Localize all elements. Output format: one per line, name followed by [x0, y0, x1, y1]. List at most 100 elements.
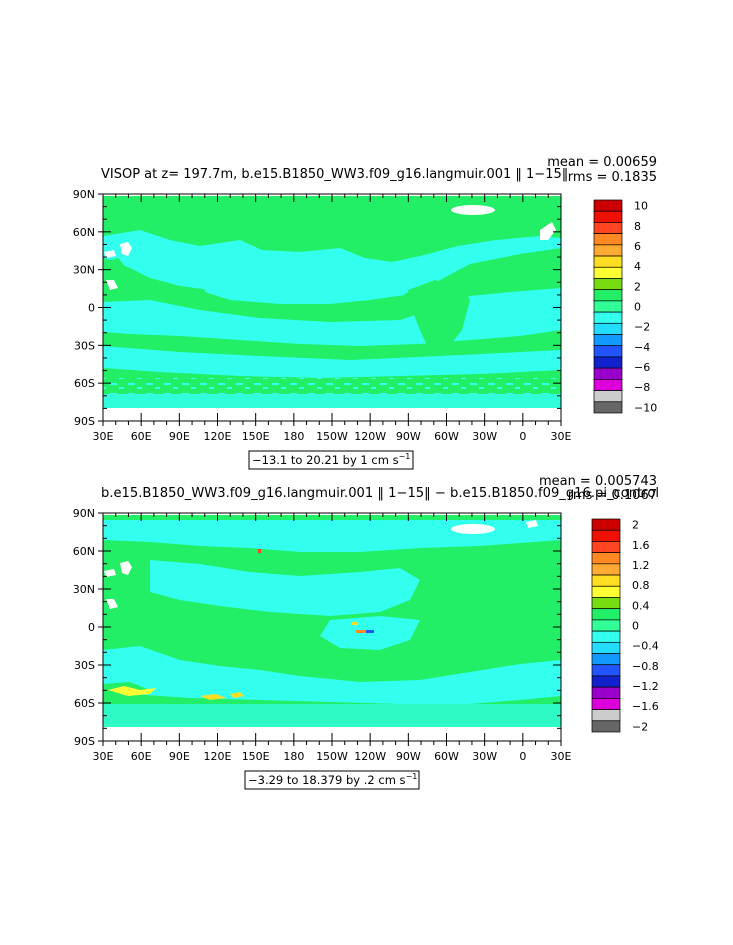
colorbar-swatch	[591, 585, 621, 598]
colorbar-label: −0.4	[632, 640, 659, 653]
x-tick-label: 150E	[242, 430, 270, 443]
colorbar-label: −2	[634, 321, 650, 334]
panel-2-axes: 30E 60E 90E 120E 150E 180 150W 120W 90W 60W 30W 0 30…	[73, 507, 572, 763]
x-tick-label: 180	[283, 430, 304, 443]
colorbar-swatch	[591, 518, 621, 531]
colorbar-label: 0	[634, 301, 641, 314]
colorbar-swatch	[591, 597, 621, 610]
colorbar-swatch	[593, 322, 623, 335]
colorbar-swatch	[593, 289, 623, 302]
panel-1-range-box: −13.1 to 20.21 by 1 cm s−1	[248, 450, 414, 470]
x-tick-label: 90W	[396, 430, 421, 443]
colorbar-swatch	[591, 641, 621, 654]
colorbar-swatch	[591, 608, 621, 621]
x-tick-label: 30E	[93, 750, 114, 763]
colorbar-label: −8	[634, 381, 650, 394]
y-tick-label: 60N	[73, 226, 95, 239]
colorbar-swatch	[591, 630, 621, 643]
colorbar-swatch	[593, 244, 623, 257]
colorbar-swatch	[591, 552, 621, 565]
panel-2-title: b.e15.B1850_WW3.f09_g16.langmuir.001 ‖ 1…	[101, 486, 659, 501]
y-tick-label: 0	[88, 302, 95, 315]
panel-1-colorbar: 10 8 6 4 2 0 −2 −4 −6 −8 −10	[593, 199, 657, 414]
colorbar-swatch	[593, 222, 623, 234]
colorbar-swatch	[591, 619, 621, 632]
colorbar-label: 2	[632, 519, 639, 532]
x-tick-label: 150W	[316, 750, 348, 763]
colorbar-label: 6	[634, 240, 641, 253]
colorbar-swatch	[593, 367, 623, 380]
x-tick-label: 120E	[204, 750, 232, 763]
panel-2-mean: mean = 0.005743	[539, 474, 657, 489]
y-tick-label: 90S	[74, 735, 95, 748]
colorbar-swatch	[593, 311, 623, 324]
x-tick-label: 60W	[434, 430, 459, 443]
y-tick-label: 30N	[73, 264, 95, 277]
colorbar-label: 4	[634, 260, 641, 273]
y-tick-label: 30S	[74, 659, 95, 672]
colorbar-swatch	[593, 199, 623, 212]
colorbar-label: −0.8	[632, 660, 659, 673]
x-tick-label: 60E	[131, 750, 152, 763]
panel-2-rms: rms = 0.1067	[568, 488, 657, 503]
colorbar-swatch	[591, 675, 621, 688]
x-tick-label: 30W	[472, 750, 497, 763]
colorbar-swatch	[591, 720, 621, 733]
colorbar-swatch	[593, 334, 623, 347]
colorbar-swatch	[591, 664, 621, 677]
colorbar-swatch	[593, 233, 623, 246]
x-tick-label: 120W	[354, 750, 386, 763]
colorbar-swatch	[591, 653, 621, 666]
x-tick-label: 150E	[242, 750, 270, 763]
colorbar-swatch	[593, 278, 623, 291]
x-tick-label: 120E	[204, 430, 232, 443]
colorbar-label: −1.6	[632, 700, 659, 713]
colorbar-swatch	[593, 345, 623, 358]
x-tick-label: 30E	[551, 430, 572, 443]
x-tick-label: 90E	[169, 750, 190, 763]
x-tick-label: 90W	[396, 750, 421, 763]
y-tick-label: 60S	[74, 377, 95, 390]
panel-1: VISOP at z= 197.7m, b.e15.B1850_WW3.f09_…	[73, 155, 657, 470]
y-tick-label: 60S	[74, 697, 95, 710]
colorbar-swatch	[593, 379, 623, 391]
colorbar-swatch	[593, 300, 623, 313]
panel-1-rms: rms = 0.1835	[568, 170, 657, 185]
panel-1-mean: mean = 0.00659	[547, 155, 657, 170]
panel-1-map	[103, 194, 561, 421]
x-tick-label: 180	[283, 750, 304, 763]
colorbar-swatch	[591, 541, 621, 553]
colorbar-label: 2	[634, 280, 641, 293]
panel-1-title: VISOP at z= 197.7m, b.e15.B1850_WW3.f09_…	[101, 167, 568, 182]
colorbar-swatch	[591, 574, 621, 587]
colorbar-swatch	[591, 698, 621, 710]
colorbar-label: −6	[634, 361, 650, 374]
x-tick-label: 0	[519, 430, 526, 443]
colorbar-swatch	[593, 255, 623, 268]
colorbar-label: 10	[634, 200, 648, 213]
x-tick-label: 150W	[316, 430, 348, 443]
colorbar-label: −1.2	[632, 680, 659, 693]
x-tick-label: 60W	[434, 750, 459, 763]
y-tick-label: 30N	[73, 583, 95, 596]
colorbar-swatch	[591, 563, 621, 576]
y-tick-label: 60N	[73, 545, 95, 558]
y-tick-label: 90S	[74, 415, 95, 428]
colorbar-swatch	[591, 529, 621, 542]
colorbar-swatch	[593, 210, 623, 223]
panel-2-range-text: −3.29 to 18.379 by .2 cm s−1	[248, 772, 417, 787]
colorbar-label: 1.2	[632, 559, 650, 572]
colorbar-swatch	[591, 709, 621, 722]
x-tick-label: 60E	[131, 430, 152, 443]
colorbar-swatch	[591, 686, 621, 699]
colorbar-label: −2	[632, 720, 648, 733]
panel-2: b.e15.B1850_WW3.f09_g16.langmuir.001 ‖ 1…	[73, 474, 659, 790]
panel-1-range-text: −13.1 to 20.21 by 1 cm s−1	[252, 452, 410, 467]
colorbar-swatch	[593, 401, 623, 414]
x-tick-label: 30E	[93, 430, 114, 443]
y-tick-label: 0	[88, 621, 95, 634]
colorbar-swatch	[593, 390, 623, 403]
y-tick-label: 30S	[74, 339, 95, 352]
y-tick-label: 90N	[73, 507, 95, 520]
